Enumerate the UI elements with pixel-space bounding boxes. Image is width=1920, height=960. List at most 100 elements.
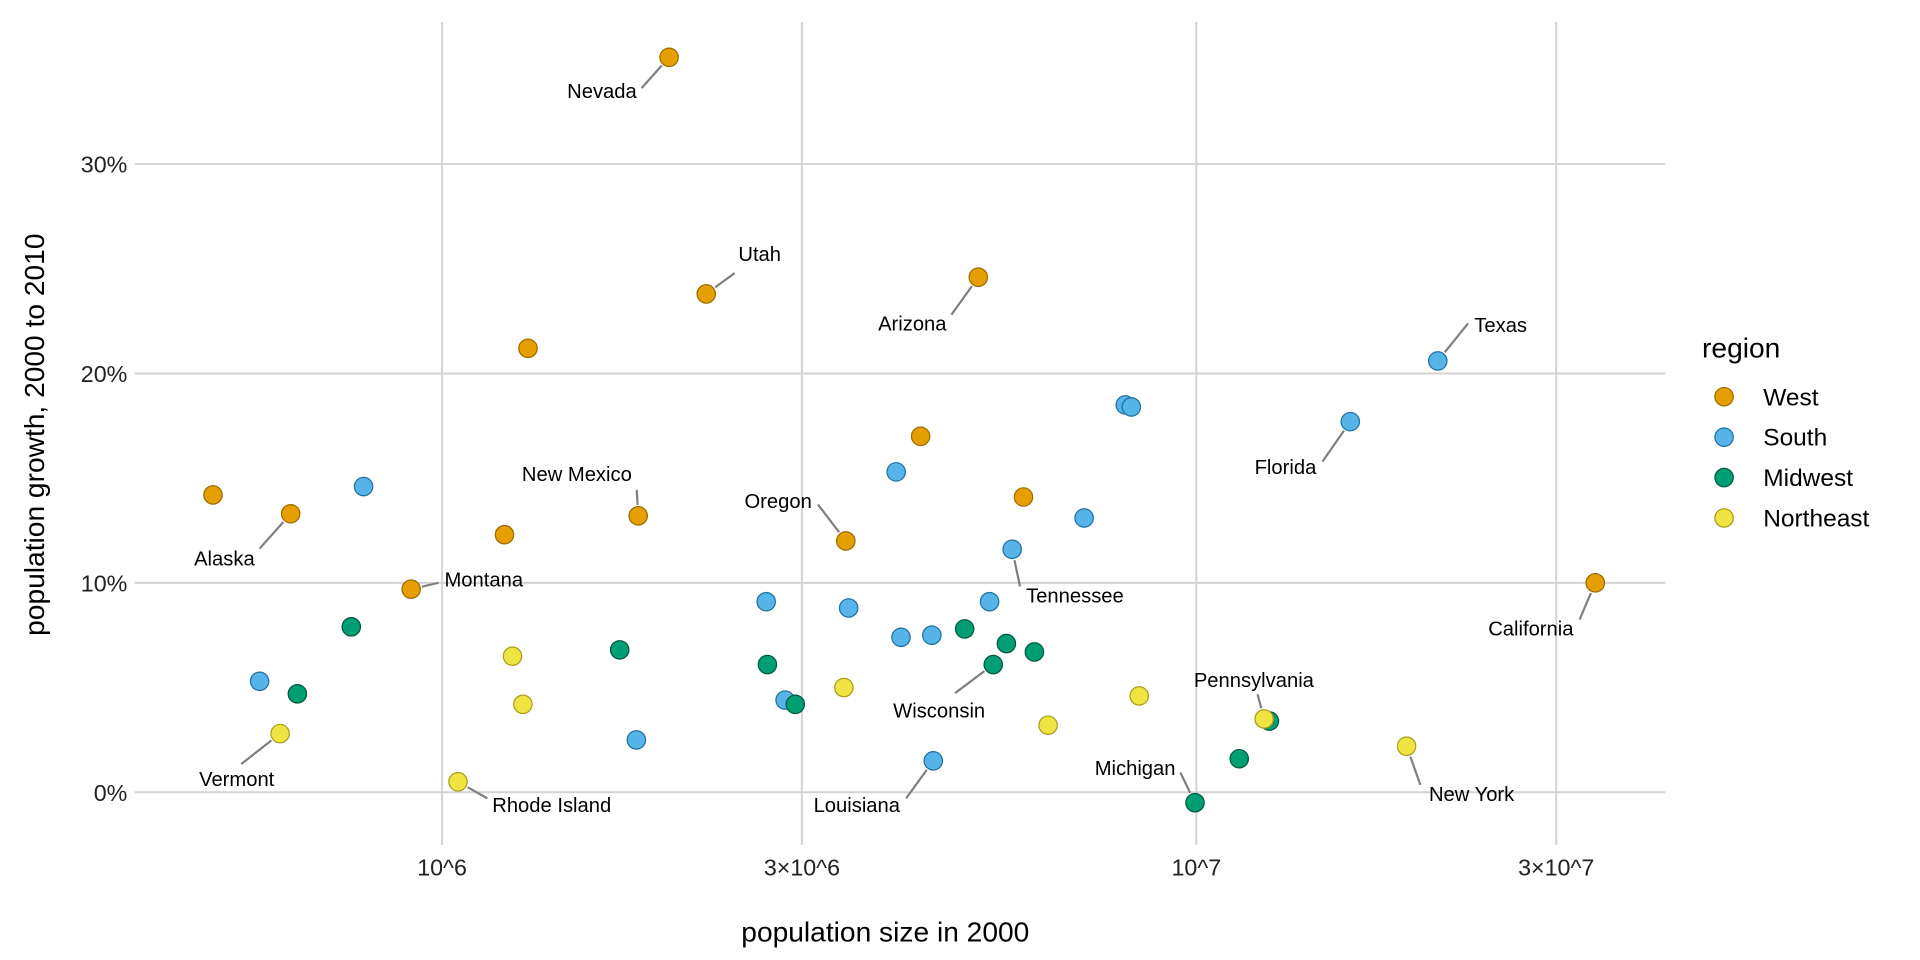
y-tick-label: 10%	[81, 570, 128, 596]
x-tick-label: 10^6	[417, 855, 467, 881]
data-point-south	[1121, 397, 1142, 417]
data-point-northeast	[1396, 736, 1417, 756]
point-label: Arizona	[878, 314, 947, 336]
data-point-west	[203, 485, 223, 505]
data-point-west	[968, 267, 989, 287]
data-point-midwest	[341, 617, 362, 637]
point-label: Montana	[444, 570, 523, 592]
label-leader-line	[817, 503, 840, 533]
point-labels: Nevada Utah Arizona Alaska New Mexico Montana…	[194, 64, 1592, 817]
data-points	[203, 47, 1606, 813]
data-point-south	[626, 730, 647, 750]
y-tick-label: 30%	[81, 152, 128, 178]
data-point-west	[836, 531, 856, 551]
data-point-northeast	[1254, 709, 1274, 729]
legend-label: West	[1763, 384, 1818, 411]
data-point-west	[280, 503, 301, 524]
data-point-northeast	[270, 723, 290, 744]
label-leader-line	[1578, 592, 1592, 621]
data-point-west	[659, 47, 679, 68]
label-leader-line	[950, 285, 973, 316]
grid	[134, 22, 1666, 845]
point-label: Louisiana	[814, 795, 901, 817]
data-point-midwest	[287, 684, 308, 704]
legend-label: Northeast	[1763, 506, 1869, 533]
legend-key-south	[1714, 427, 1734, 447]
label-leader-line	[1321, 430, 1345, 463]
data-point-west	[518, 338, 538, 359]
point-label: Nevada	[567, 81, 637, 103]
data-point-south	[249, 671, 270, 692]
data-point-midwest	[1185, 792, 1205, 813]
point-label: Michigan	[1095, 758, 1176, 780]
legend-key-west	[1714, 386, 1734, 407]
data-point-south	[1002, 539, 1022, 560]
label-leader-line	[640, 64, 663, 89]
point-label: Alaska	[194, 549, 255, 571]
point-label: Rhode Island	[492, 795, 611, 817]
data-point-west	[628, 506, 649, 526]
legend-label: Midwest	[1763, 465, 1853, 492]
data-point-south	[923, 751, 944, 771]
x-axis-title: population size in 2000	[741, 917, 1029, 948]
data-point-south	[838, 598, 859, 618]
data-point-midwest	[954, 619, 975, 639]
data-point-west	[910, 426, 931, 447]
data-point-south	[979, 591, 1000, 612]
data-point-midwest	[609, 640, 630, 660]
point-label: Vermont	[199, 769, 275, 791]
data-point-south	[353, 476, 374, 497]
data-point-northeast	[513, 694, 533, 715]
data-point-midwest	[757, 654, 778, 675]
label-leader-line	[1013, 559, 1022, 587]
label-leader-line	[467, 786, 488, 800]
data-point-northeast	[502, 646, 523, 666]
label-leader-line	[1179, 772, 1192, 794]
x-tick-label: 3×10^6	[764, 855, 840, 881]
data-point-midwest	[1024, 642, 1045, 662]
data-point-northeast	[834, 677, 854, 698]
legend-key-northeast	[1714, 508, 1734, 528]
data-point-south	[1074, 508, 1094, 528]
data-point-south	[922, 625, 942, 646]
data-point-west	[696, 284, 717, 304]
data-point-west	[1013, 487, 1034, 507]
label-leader-line	[258, 521, 285, 550]
data-point-west	[494, 524, 515, 545]
data-point-south	[756, 591, 776, 612]
data-point-south	[1340, 411, 1361, 432]
legend-title: region	[1702, 333, 1780, 364]
point-label: Oregon	[744, 491, 811, 513]
data-point-south	[886, 462, 906, 482]
legend-label: South	[1763, 425, 1827, 452]
label-leader-line	[1409, 756, 1422, 786]
y-tick-label: 0%	[94, 780, 128, 806]
point-label: Wisconsin	[893, 701, 985, 723]
y-tick-label: 20%	[81, 361, 128, 387]
data-point-northeast	[448, 771, 468, 792]
data-point-midwest	[996, 633, 1017, 654]
legend: region West South Midwest Northeast	[1702, 333, 1870, 533]
data-point-midwest	[785, 694, 806, 715]
label-leader-line	[240, 739, 273, 765]
data-point-south	[891, 627, 911, 648]
label-leader-line	[635, 489, 639, 505]
data-point-midwest	[983, 654, 1004, 675]
data-point-west	[401, 579, 421, 599]
x-tick-label: 10^7	[1171, 855, 1221, 881]
point-label: Tennessee	[1026, 585, 1124, 607]
axis-ticks: 10^6 3×10^6 10^7 3×10^7 0% 10% 20% 30%	[81, 152, 1595, 881]
point-label: Utah	[738, 244, 781, 266]
legend-key-midwest	[1714, 467, 1734, 488]
y-axis-title: population growth, 2000 to 2010	[19, 234, 50, 636]
label-leader-line	[1256, 694, 1263, 709]
point-label: Pennsylvania	[1194, 670, 1315, 692]
data-point-midwest	[1229, 748, 1250, 769]
data-point-south	[1428, 351, 1448, 371]
point-label: Texas	[1474, 315, 1527, 337]
data-point-west	[1585, 573, 1606, 593]
point-label: New York	[1429, 784, 1515, 806]
label-leader-line	[1443, 322, 1470, 354]
point-label: New Mexico	[522, 464, 632, 486]
